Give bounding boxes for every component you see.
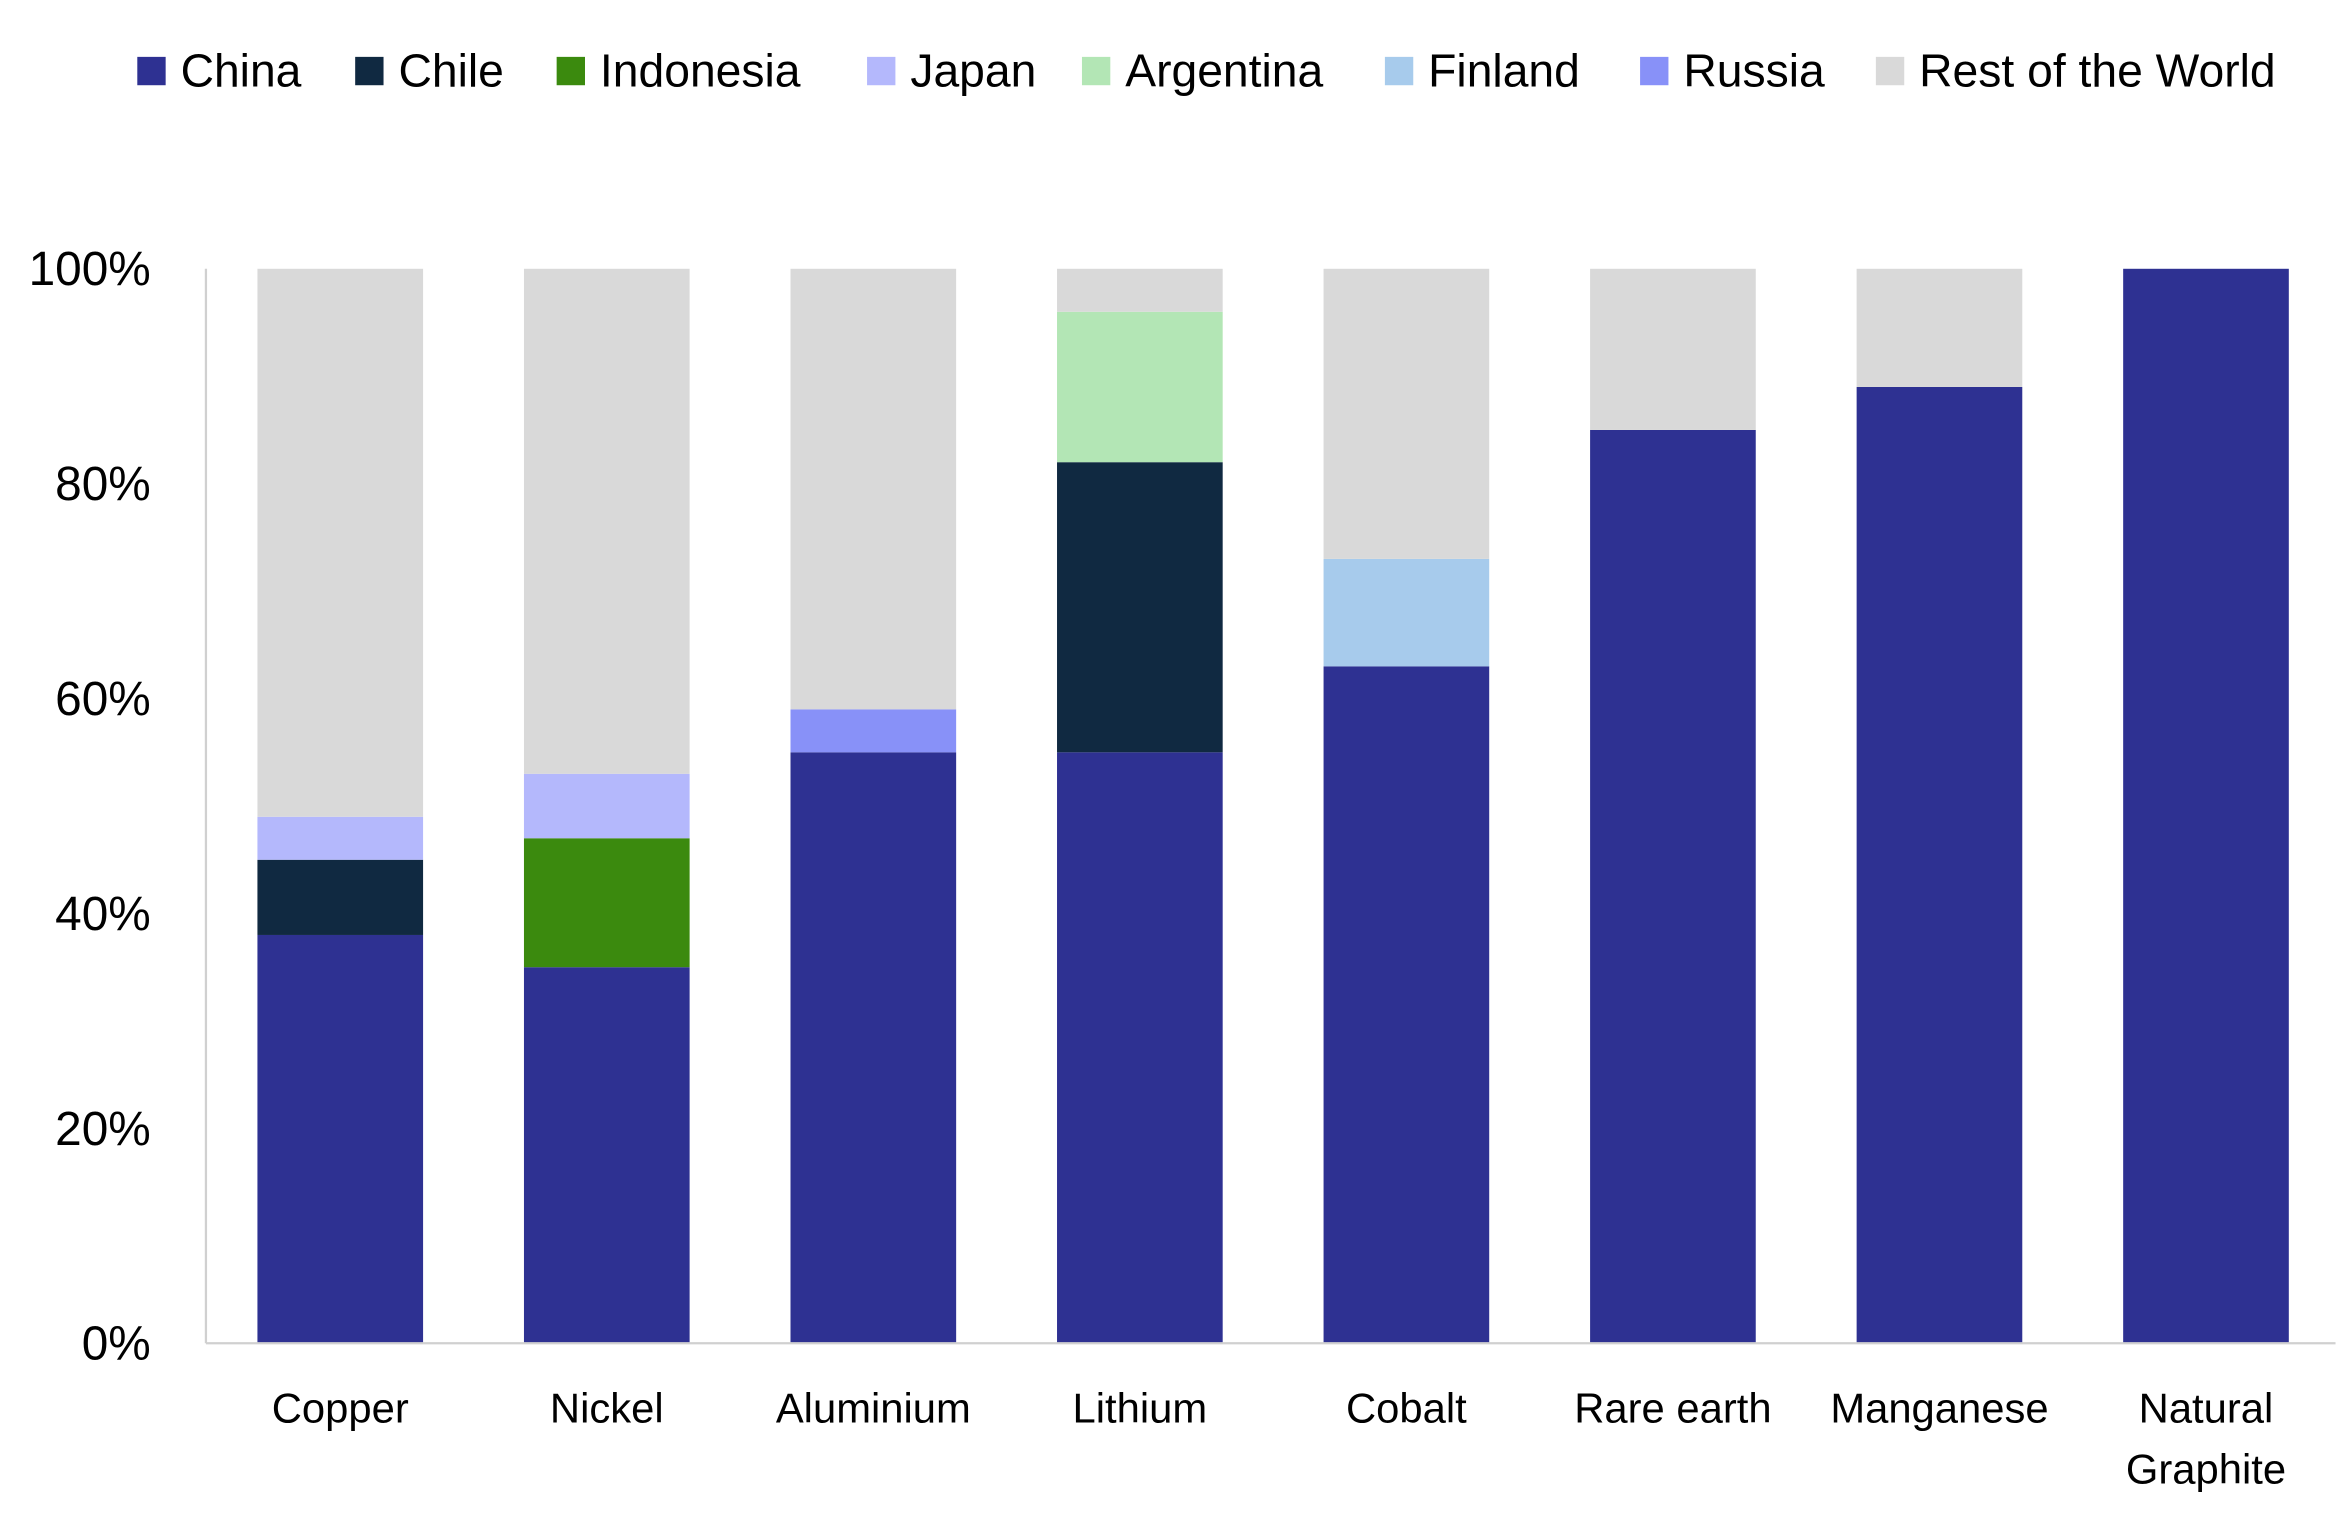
y-tick-label: 20% (55, 1103, 151, 1156)
legend-item-japan: Japan (867, 45, 1036, 97)
legend-item-indonesia: Indonesia (556, 45, 801, 97)
legend-swatch (355, 56, 384, 86)
legend-label: Chile (398, 45, 503, 97)
legend-label: Rest of the World (1919, 45, 2275, 97)
bar-segment-cobalt-china (1323, 666, 1490, 1344)
axes: 0% 20% 40% 60% 80% 100% (29, 243, 2336, 1371)
legend-label: Russia (1683, 45, 1825, 97)
bar-segment-natural-graphite-china (2123, 268, 2289, 1344)
x-tick-label: Manganese (1830, 1384, 2048, 1431)
x-tick-label: Nickel (550, 1384, 664, 1431)
legend-swatch (1640, 56, 1669, 86)
bars: Copper Nickel Aluminium Lithium Cobalt Rare e… (257, 268, 2289, 1493)
x-tick-label: Graphite (2126, 1446, 2286, 1493)
bar-segment-nickel-indonesia (523, 838, 690, 968)
bar-segment-aluminium-china (790, 752, 957, 1344)
x-tick-label: Copper (272, 1384, 409, 1431)
bar-segment-aluminium-rest-of-the-world (790, 268, 957, 710)
x-tick-label: Natural (2139, 1384, 2274, 1431)
bar-segment-nickel-japan (523, 773, 690, 839)
bar-segment-manganese-china (1856, 386, 2023, 1344)
legend-item-chile: Chile (355, 45, 504, 97)
bar-segment-cobalt-finland (1323, 558, 1490, 667)
legend-label: Finland (1428, 45, 1580, 97)
bar-segment-lithium-china (1057, 752, 1223, 1344)
legend-item-argentina: Argentina (1081, 45, 1323, 97)
legend-swatch (1081, 56, 1111, 86)
bar-segment-copper-china (257, 934, 424, 1344)
x-tick-label: Aluminium (776, 1384, 971, 1431)
legend-item-rest-of-the-world: Rest of the World (1875, 45, 2276, 97)
legend-swatch (867, 56, 896, 86)
bar-segment-nickel-china (523, 967, 690, 1344)
y-tick-label: 40% (55, 888, 151, 941)
y-tick-label: 100% (29, 243, 151, 296)
legend-swatch (556, 56, 585, 86)
x-tick-label: Lithium (1073, 1384, 1208, 1431)
legend-swatch (1384, 56, 1414, 86)
legend-label: China (181, 45, 302, 97)
x-tick-label: Cobalt (1346, 1384, 1467, 1431)
bar-segment-copper-rest-of-the-world (257, 268, 424, 817)
bar-segment-aluminium-russia (790, 709, 957, 753)
legend: China Chile Indonesia Japan Argentina Finland… (137, 45, 2276, 97)
legend-item-china: China (137, 45, 302, 97)
legend-item-russia: Russia (1640, 45, 1825, 97)
bar-segment-lithium-rest-of-the-world (1057, 268, 1223, 312)
x-tick-label: Rare earth (1574, 1384, 1771, 1431)
legend-label: Indonesia (600, 45, 801, 97)
y-tick-label: 80% (55, 458, 151, 511)
y-tick-label: 60% (55, 673, 151, 726)
legend-swatch (1875, 56, 1905, 86)
legend-label: Argentina (1125, 45, 1323, 97)
legend-label: Japan (910, 45, 1036, 97)
bar-segment-lithium-argentina (1057, 311, 1223, 463)
bar-segment-manganese-rest-of-the-world (1856, 268, 2023, 387)
bar-segment-lithium-chile (1057, 462, 1223, 753)
bar-segment-rare-earth-china (1590, 429, 1756, 1344)
y-tick-label: 0% (82, 1318, 151, 1371)
bar-segment-copper-japan (257, 816, 424, 860)
bar-segment-copper-chile (257, 859, 424, 935)
legend-item-finland: Finland (1384, 45, 1580, 97)
bar-segment-rare-earth-rest-of-the-world (1590, 268, 1756, 430)
legend-swatch (137, 56, 166, 86)
bar-segment-nickel-rest-of-the-world (523, 268, 690, 774)
bar-segment-cobalt-rest-of-the-world (1323, 268, 1490, 559)
